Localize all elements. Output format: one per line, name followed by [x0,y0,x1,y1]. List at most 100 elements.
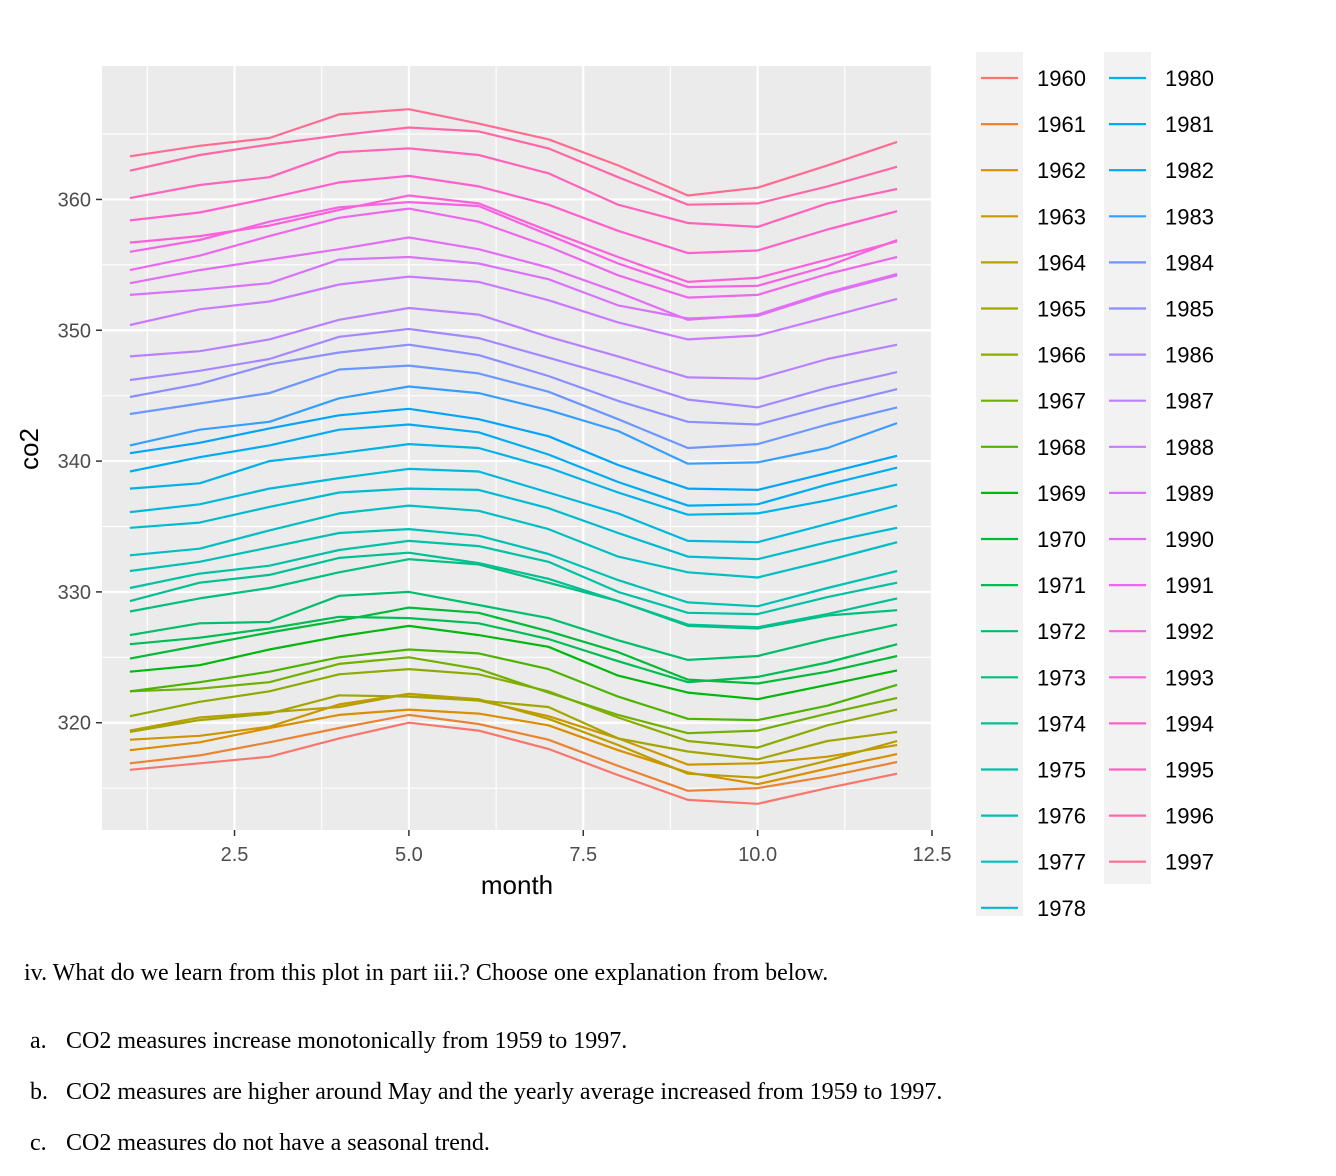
legend-label-1982: 1982 [1165,158,1214,183]
option-text: CO2 measures increase monotonically from… [66,1028,628,1054]
series-line-1970 [129,606,898,685]
legend-label-1996: 1996 [1165,804,1214,829]
legend-label-1974: 1974 [1037,711,1086,736]
series-line-1977 [129,504,898,579]
legend-label-1984: 1984 [1165,250,1214,275]
legend-label-1992: 1992 [1165,619,1214,644]
legend-label-1991: 1991 [1165,573,1214,598]
legend-col1-bg [976,52,1023,916]
series-line-1996 [129,126,898,206]
series-line-1985 [129,343,898,426]
legend-label-1985: 1985 [1165,297,1214,322]
series-line-1961 [129,713,898,792]
legend-label-1971: 1971 [1037,573,1086,598]
x-tick-label: 2.5 [221,844,249,866]
x-axis-title: month [481,870,553,900]
series-line-1968 [129,648,898,722]
option-letter: a. [30,1028,47,1054]
series-line-1990 [129,236,898,321]
series-line-1962 [129,708,898,786]
series-line-1993 [129,194,898,283]
series-line-1980 [129,443,898,516]
legend-label-1966: 1966 [1037,343,1086,368]
series-line-1964 [129,692,898,779]
legend-label-1964: 1964 [1037,250,1086,275]
legend-label-1967: 1967 [1037,389,1086,414]
legend-label-1963: 1963 [1037,204,1086,229]
series-line-1984 [129,364,898,450]
series-line-1988 [129,275,898,341]
x-axis-ticks: 2.5 5.0 7.5 10.0 12.5 [221,830,952,866]
series-line-1974 [129,551,898,629]
option-letter: b. [30,1079,48,1105]
legend-label-1989: 1989 [1165,481,1214,506]
legend-label-1997: 1997 [1165,850,1214,875]
legend-label-1987: 1987 [1165,389,1214,414]
legend-label-1972: 1972 [1037,619,1086,644]
x-tick-label: 7.5 [569,844,597,866]
series-line-1975 [129,539,898,616]
option-text: CO2 measures are higher around May and t… [66,1079,943,1105]
legend-label-1993: 1993 [1165,665,1214,690]
series-line-1997 [129,108,898,197]
legend-label-1962: 1962 [1037,158,1086,183]
y-tick-label: 340 [58,451,91,473]
legend-label-1965: 1965 [1037,297,1086,322]
legend-label-1976: 1976 [1037,804,1086,829]
series-lines [129,108,898,805]
answer-option-a: a. CO2 measures increase monotonically fr… [30,1028,627,1055]
series-line-1972 [129,590,898,662]
legend-label-1990: 1990 [1165,527,1214,552]
legend: 1960 1961 1962 1963 1964 1965 1966 1967 1968 1969… [981,66,1214,921]
series-line-1981 [129,423,898,507]
series-line-1966 [129,667,898,749]
answer-option-b: b. CO2 measures are higher around May and… [30,1079,942,1106]
x-tick-label: 12.5 [913,844,952,866]
series-line-1971 [129,615,898,684]
series-line-1992 [129,201,898,289]
legend-label-1994: 1994 [1165,711,1214,736]
question-prompt: iv. What do we learn from this plot in p… [24,960,829,986]
option-text: CO2 measures do not have a seasonal tren… [66,1130,490,1156]
series-line-1965 [129,694,898,761]
series-line-1982 [129,407,898,491]
series-line-1976 [129,527,898,608]
legend-label-1986: 1986 [1165,343,1214,368]
legend-label-1977: 1977 [1037,850,1086,875]
legend-col2-bg [1104,52,1151,884]
legend-label-1969: 1969 [1037,481,1086,506]
option-letter: c. [30,1130,47,1156]
series-line-1979 [129,467,898,544]
grid-minor [102,66,932,830]
x-tick-label: 10.0 [738,844,777,866]
series-line-1995 [129,147,898,228]
y-tick-label: 360 [58,189,91,211]
legend-label-1995: 1995 [1165,758,1214,783]
answer-option-c: c. CO2 measures do not have a seasonal tr… [30,1130,490,1157]
legend-label-1988: 1988 [1165,435,1214,460]
y-tick-label: 330 [58,582,91,604]
series-line-1960 [129,721,898,805]
y-axis-ticks: 320 330 340 350 360 [58,189,102,735]
series-line-1969 [129,624,898,701]
plot-panel [102,66,932,830]
y-tick-label: 350 [58,320,91,342]
legend-label-1975: 1975 [1037,758,1086,783]
series-line-1989 [129,255,898,320]
series-line-1978 [129,487,898,561]
legend-label-1983: 1983 [1165,204,1214,229]
legend-label-1978: 1978 [1037,896,1086,921]
legend-label-1981: 1981 [1165,112,1214,137]
legend-label-1973: 1973 [1037,665,1086,690]
y-axis-title: co2 [14,428,44,470]
series-line-1994 [129,174,898,255]
series-line-1991 [129,207,898,299]
series-line-1987 [129,306,898,380]
legend-label-1980: 1980 [1165,66,1214,91]
legend-label-1970: 1970 [1037,527,1086,552]
series-line-1973 [129,558,898,630]
legend-label-1960: 1960 [1037,66,1086,91]
legend-label-1961: 1961 [1037,112,1086,137]
y-tick-label: 320 [58,713,91,735]
